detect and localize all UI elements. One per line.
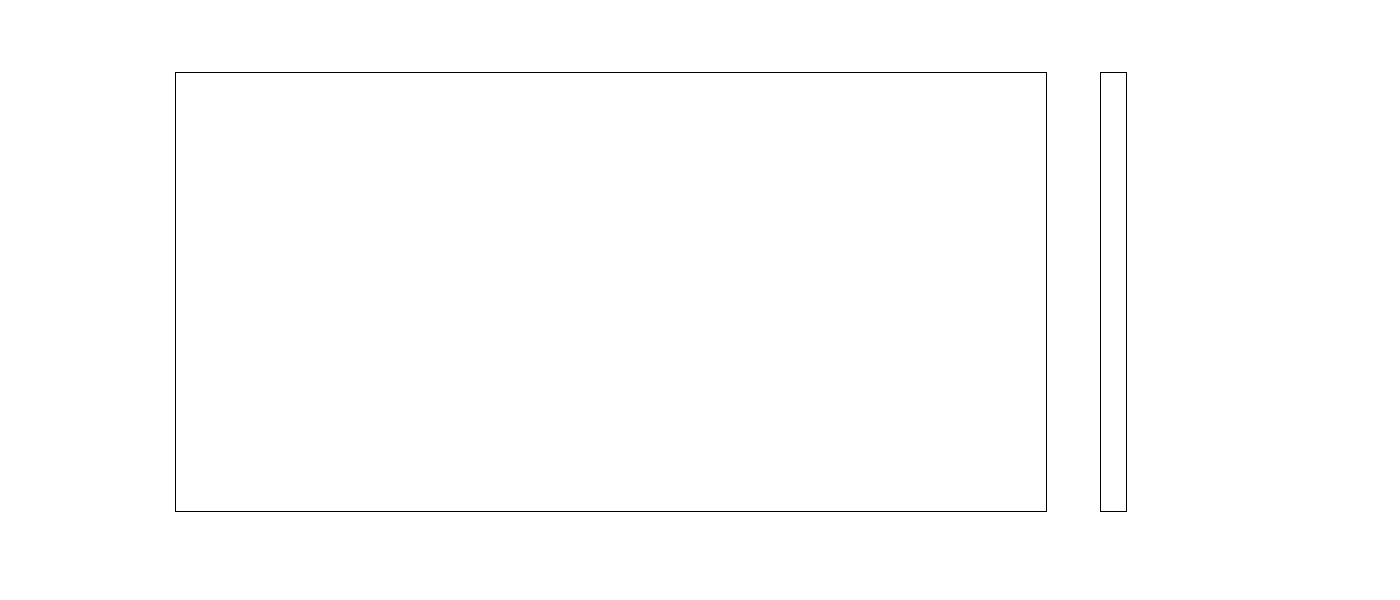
colorbar-gradient bbox=[1101, 73, 1126, 511]
plot-area bbox=[175, 72, 1047, 512]
colorbar bbox=[1100, 72, 1127, 512]
heatmap-canvas bbox=[176, 73, 1046, 511]
